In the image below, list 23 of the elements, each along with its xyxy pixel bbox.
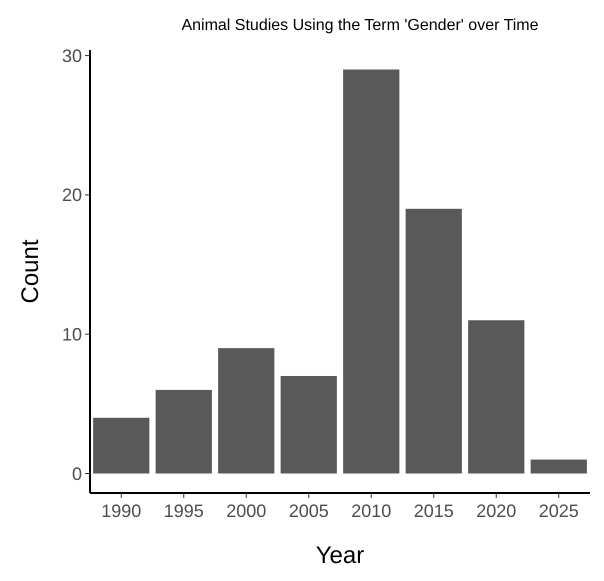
bar [156,390,212,474]
x-tick-label: 2000 [226,501,266,521]
y-tick-label: 10 [62,324,82,344]
y-tick-label: 30 [62,46,82,66]
bar [530,460,587,474]
x-tick-label: 2020 [476,501,516,521]
x-tick-label: 2015 [414,501,454,521]
x-axis-title: Year [316,542,364,569]
bar [468,320,524,474]
x-tick-label: 2025 [538,501,579,521]
y-tick-label: 0 [72,464,82,484]
bar [218,348,274,474]
bar [343,70,400,474]
x-tick-label: 1990 [101,501,142,521]
bar [406,208,462,474]
bar [93,418,150,474]
y-tick-label: 20 [62,185,82,206]
chart-title: Animal Studies Using the Term 'Gender' over Time [181,17,539,34]
x-tick-label: 2005 [288,501,329,521]
bar [280,376,337,474]
x-tick-label: 1995 [164,501,204,521]
y-axis-title: Count [17,239,44,304]
x-tick-label: 2010 [351,501,392,521]
